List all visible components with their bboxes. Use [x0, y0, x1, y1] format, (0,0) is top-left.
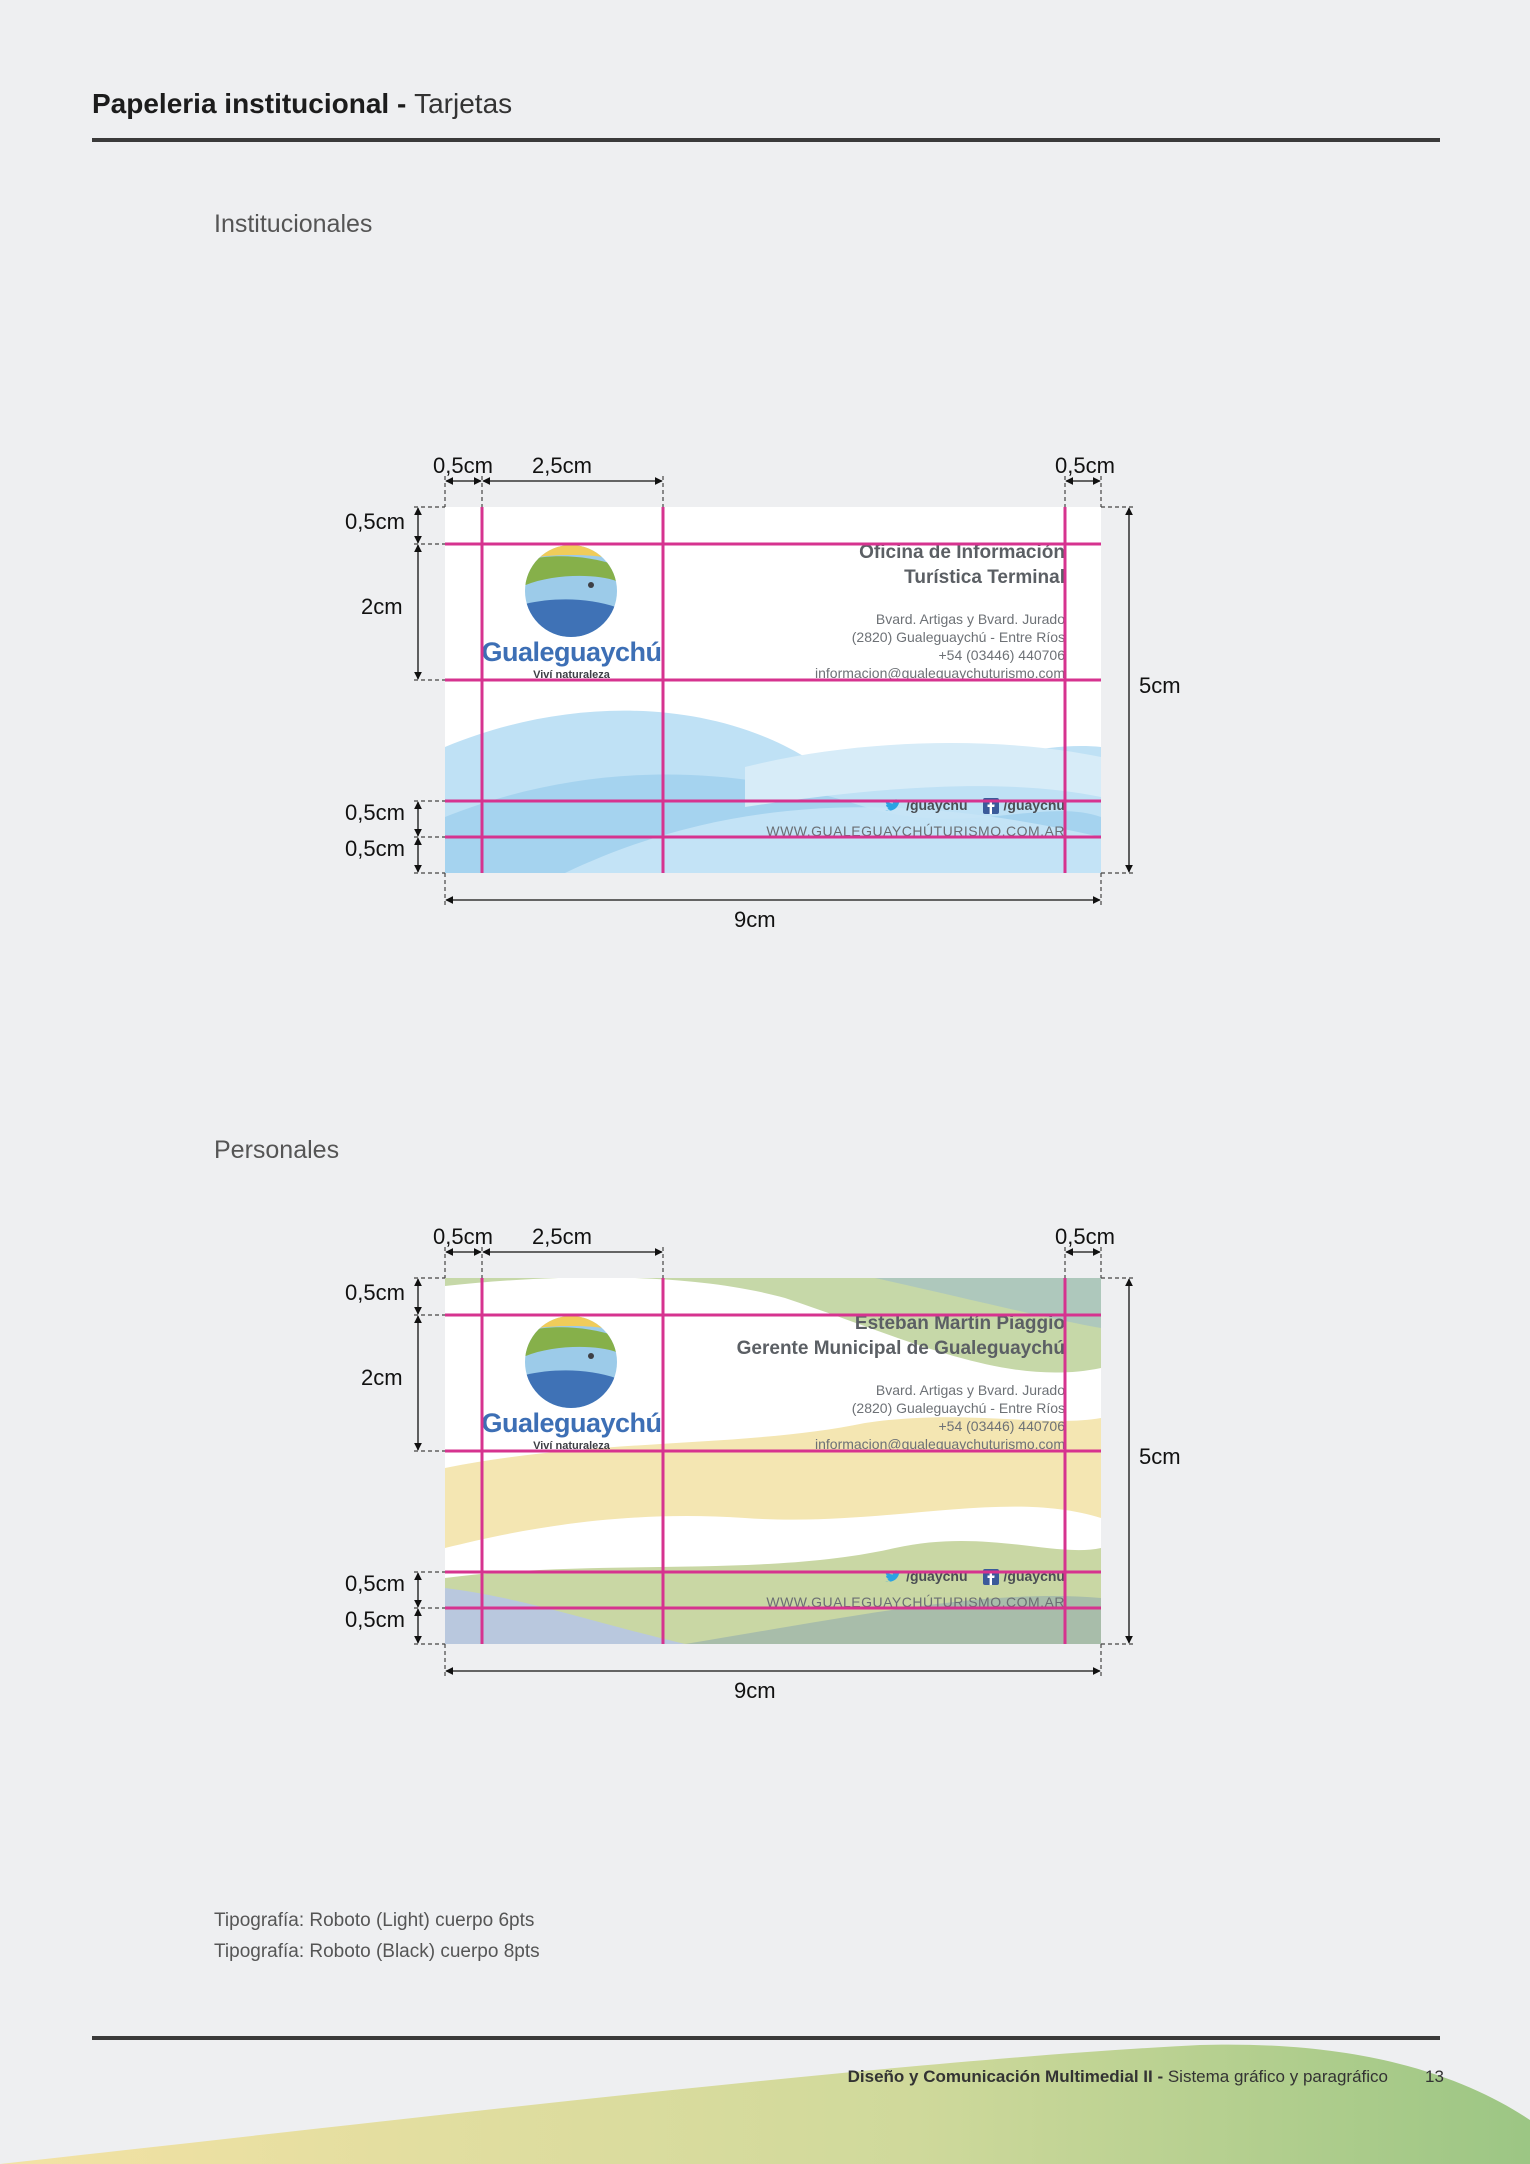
- dim-label-card-height: 5cm: [1139, 1444, 1181, 1469]
- dim-label-margin-left: 0,5cm: [433, 453, 493, 478]
- logo-wordmark: Gualeguaychú: [481, 1408, 662, 1438]
- card-website: WWW.GUALEGUAYCHÚTURISMO.COM.AR: [766, 823, 1065, 839]
- header-title-separator: -: [389, 88, 415, 119]
- twitter-handle: /guaychu: [884, 1568, 968, 1585]
- dim-label-margin-top: 0,5cm: [345, 509, 405, 534]
- footer-course: Diseño y Comunicación Multimedial II -: [847, 2067, 1168, 2086]
- card-title-line-2: Turística Terminal: [904, 567, 1065, 588]
- dim-label-margin-left: 0,5cm: [433, 1224, 493, 1249]
- card-email: informacion@gualeguaychuturismo.com: [815, 1436, 1065, 1452]
- dim-label-logo-height: 2cm: [361, 594, 403, 619]
- dim-label-margin-right: 0,5cm: [1055, 453, 1115, 478]
- card-address-line-1: Bvard. Artigas y Bvard. Jurado: [875, 611, 1065, 627]
- footer-wave: [0, 2044, 1530, 2164]
- facebook-icon: [982, 798, 999, 815]
- card-email: informacion@gualeguaychuturismo.com: [815, 665, 1065, 681]
- twitter-handle: /guaychu: [884, 797, 968, 814]
- facebook-handle: /guaychu: [982, 797, 1065, 815]
- twitter-icon: [885, 799, 902, 812]
- card-social-row: /guaychu /guaychu: [884, 1568, 1065, 1586]
- card-website: WWW.GUALEGUAYCHÚTURISMO.COM.AR: [766, 1594, 1065, 1610]
- card-title-line-1: Esteban Martín Piaggio: [854, 1313, 1065, 1334]
- section-title-institucionales: Institucionales: [214, 210, 373, 238]
- card-phone: +54 (03446) 440706: [938, 1418, 1066, 1434]
- dim-label-margin-bottom: 0,5cm: [345, 1607, 405, 1632]
- dim-label-logo-width: 2,5cm: [532, 1224, 592, 1249]
- footer-caption: Diseño y Comunicación Multimedial II - S…: [848, 2067, 1388, 2087]
- dim-label-margin-social: 0,5cm: [345, 800, 405, 825]
- dim-label-margin-social: 0,5cm: [345, 1571, 405, 1596]
- card-social-row: /guaychu /guaychu: [884, 797, 1065, 815]
- card-phone: +54 (03446) 440706: [938, 647, 1066, 663]
- header-rule: [92, 138, 1440, 142]
- card-address-line-2: (2820) Gualeguaychú - Entre Ríos: [851, 1400, 1065, 1416]
- dim-label-card-width: 9cm: [734, 907, 776, 932]
- dim-label-card-height: 5cm: [1139, 673, 1181, 698]
- card-address-line-1: Bvard. Artigas y Bvard. Jurado: [875, 1382, 1065, 1398]
- card-address-line-2: (2820) Gualeguaychú - Entre Ríos: [851, 629, 1065, 645]
- twitter-icon: [885, 1570, 902, 1583]
- section-title-personales: Personales: [214, 1136, 340, 1164]
- header-title-bold: Papeleria institucional: [92, 88, 390, 119]
- page-number: 13: [1425, 2067, 1444, 2086]
- business-card-institucional: Gualeguaychú Viví naturaleza Oficina de …: [445, 507, 1101, 873]
- dim-label-margin-top: 0,5cm: [345, 1280, 405, 1305]
- dim-label-margin-bottom: 0,5cm: [345, 836, 405, 861]
- logo-wordmark: Gualeguaychú: [481, 637, 662, 667]
- card-wave-background: [445, 710, 1101, 873]
- dim-label-card-width: 9cm: [734, 1678, 776, 1703]
- gualeguaychu-logo: [525, 1316, 617, 1408]
- typography-note-black: Tipografía: Roboto (Black) cuerpo 8pts: [214, 1941, 540, 1962]
- dim-label-logo-width: 2,5cm: [532, 453, 592, 478]
- dim-label-logo-height: 2cm: [361, 1365, 403, 1390]
- facebook-handle: /guaychu: [982, 1568, 1065, 1586]
- gualeguaychu-logo: [525, 545, 617, 637]
- card-title-line-1: Oficina de Información: [859, 542, 1065, 563]
- dim-label-margin-right: 0,5cm: [1055, 1224, 1115, 1249]
- logo-tagline: Viví naturaleza: [533, 1440, 610, 1452]
- business-card-personal: Gualeguaychú Viví naturaleza Esteban Mar…: [445, 1278, 1101, 1644]
- typography-note-light: Tipografía: Roboto (Light) cuerpo 6pts: [214, 1910, 535, 1931]
- facebook-icon: [982, 1569, 999, 1586]
- footer-subtitle: Sistema gráfico y paragráfico: [1167, 2067, 1388, 2086]
- footer-rule: [92, 2036, 1440, 2040]
- card-title-line-2: Gerente Municipal de Gualeguaychú: [736, 1338, 1065, 1359]
- header-title-light: Tarjetas: [414, 88, 513, 119]
- page-header: Papeleria institucional - Tarjetas: [92, 88, 512, 120]
- logo-tagline: Viví naturaleza: [533, 669, 610, 681]
